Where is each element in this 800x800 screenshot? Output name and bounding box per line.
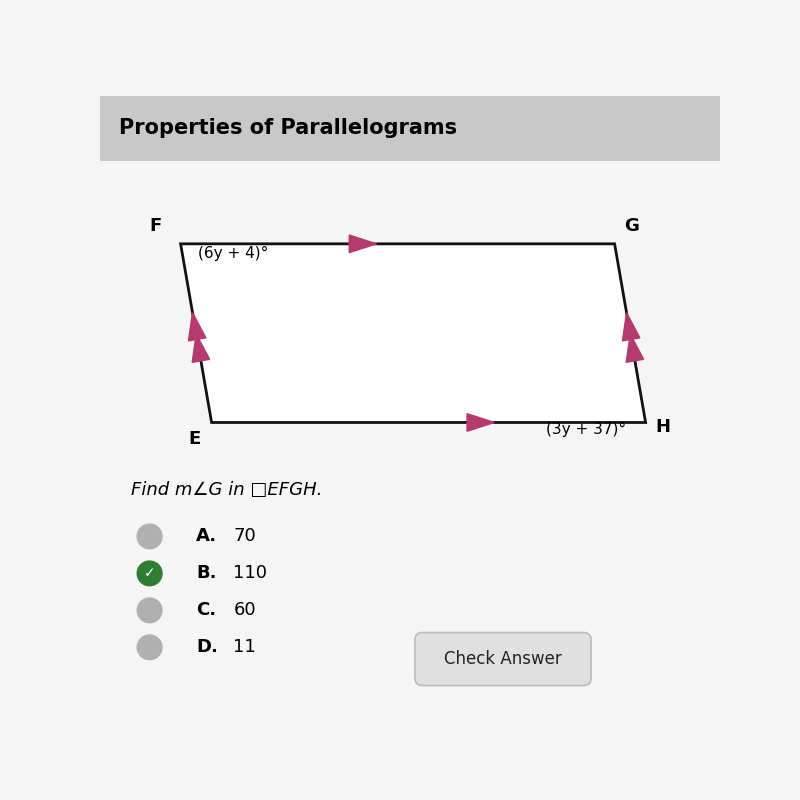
- Text: G: G: [624, 217, 638, 234]
- Text: B.: B.: [196, 565, 217, 582]
- Text: (3y + 37)°: (3y + 37)°: [546, 422, 626, 438]
- Polygon shape: [189, 313, 206, 341]
- Polygon shape: [467, 414, 494, 431]
- Polygon shape: [622, 313, 640, 341]
- Text: F: F: [150, 217, 162, 234]
- Text: 70: 70: [234, 527, 256, 546]
- Text: (6y + 4)°: (6y + 4)°: [198, 246, 268, 261]
- Text: 110: 110: [234, 565, 267, 582]
- Text: C.: C.: [196, 602, 216, 619]
- FancyBboxPatch shape: [415, 633, 591, 686]
- Polygon shape: [192, 334, 210, 362]
- Text: Find m∠G in □EFGH.: Find m∠G in □EFGH.: [131, 482, 322, 499]
- Text: A.: A.: [196, 527, 218, 546]
- FancyBboxPatch shape: [100, 96, 720, 161]
- Polygon shape: [350, 235, 377, 253]
- Polygon shape: [626, 334, 644, 362]
- Circle shape: [138, 635, 162, 660]
- Circle shape: [138, 561, 162, 586]
- Text: 60: 60: [234, 602, 256, 619]
- Text: H: H: [655, 418, 670, 437]
- Text: D.: D.: [196, 638, 218, 656]
- Text: ✓: ✓: [144, 566, 155, 581]
- Text: E: E: [188, 430, 201, 448]
- Text: Check Answer: Check Answer: [444, 650, 562, 668]
- Text: 11: 11: [234, 638, 256, 656]
- Text: Properties of Parallelograms: Properties of Parallelograms: [118, 118, 457, 138]
- Circle shape: [138, 524, 162, 549]
- Circle shape: [138, 598, 162, 622]
- Polygon shape: [181, 244, 646, 422]
